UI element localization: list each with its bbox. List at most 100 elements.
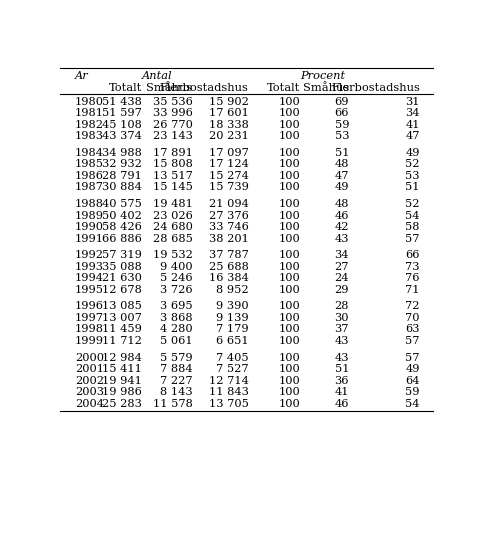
Text: 29: 29 xyxy=(334,285,348,295)
Text: 2001: 2001 xyxy=(75,364,104,374)
Text: 5 061: 5 061 xyxy=(159,336,192,346)
Text: 47: 47 xyxy=(405,131,419,142)
Text: 30: 30 xyxy=(334,313,348,323)
Text: 52: 52 xyxy=(405,199,419,209)
Text: 38 201: 38 201 xyxy=(208,234,248,244)
Text: 23 026: 23 026 xyxy=(152,211,192,220)
Text: 100: 100 xyxy=(278,273,300,283)
Text: 59: 59 xyxy=(405,387,419,397)
Text: 13 705: 13 705 xyxy=(208,399,248,409)
Text: Procent: Procent xyxy=(300,71,345,81)
Text: 100: 100 xyxy=(278,250,300,260)
Text: 51 597: 51 597 xyxy=(102,108,142,118)
Text: 28 791: 28 791 xyxy=(102,171,142,181)
Text: 100: 100 xyxy=(278,171,300,181)
Text: 15 739: 15 739 xyxy=(208,182,248,192)
Text: 17 891: 17 891 xyxy=(152,148,192,158)
Text: 32 932: 32 932 xyxy=(102,159,142,169)
Text: 3 726: 3 726 xyxy=(159,285,192,295)
Text: 26 770: 26 770 xyxy=(152,120,192,130)
Text: 9 390: 9 390 xyxy=(216,301,248,311)
Text: 43: 43 xyxy=(334,234,348,244)
Text: Totalt: Totalt xyxy=(108,83,142,93)
Text: 25 283: 25 283 xyxy=(102,399,142,409)
Text: 2000: 2000 xyxy=(75,353,104,362)
Text: 52: 52 xyxy=(405,159,419,169)
Text: 17 097: 17 097 xyxy=(208,148,248,158)
Text: 100: 100 xyxy=(278,159,300,169)
Text: 57: 57 xyxy=(405,336,419,346)
Text: 8 952: 8 952 xyxy=(216,285,248,295)
Text: 100: 100 xyxy=(278,234,300,244)
Text: 19 941: 19 941 xyxy=(102,376,142,385)
Text: 33 996: 33 996 xyxy=(152,108,192,118)
Text: 1984: 1984 xyxy=(75,148,104,158)
Text: 1999: 1999 xyxy=(75,336,104,346)
Text: 11 459: 11 459 xyxy=(102,324,142,334)
Text: 100: 100 xyxy=(278,182,300,192)
Text: 1997: 1997 xyxy=(75,313,104,323)
Text: 27: 27 xyxy=(334,262,348,272)
Text: 35 088: 35 088 xyxy=(102,262,142,272)
Text: 100: 100 xyxy=(278,399,300,409)
Text: 11 843: 11 843 xyxy=(208,387,248,397)
Text: 34: 34 xyxy=(334,250,348,260)
Text: 58 426: 58 426 xyxy=(102,222,142,232)
Text: 30 884: 30 884 xyxy=(102,182,142,192)
Text: 7 227: 7 227 xyxy=(159,376,192,385)
Text: 50 402: 50 402 xyxy=(102,211,142,220)
Text: 64: 64 xyxy=(405,376,419,385)
Text: 21 630: 21 630 xyxy=(102,273,142,283)
Text: 76: 76 xyxy=(405,273,419,283)
Text: 100: 100 xyxy=(278,336,300,346)
Text: 27 376: 27 376 xyxy=(208,211,248,220)
Text: 51: 51 xyxy=(334,364,348,374)
Text: 1986: 1986 xyxy=(75,171,104,181)
Text: 1982: 1982 xyxy=(75,120,104,130)
Text: 66: 66 xyxy=(405,250,419,260)
Text: 69: 69 xyxy=(334,96,348,107)
Text: 2003: 2003 xyxy=(75,387,104,397)
Text: 57 319: 57 319 xyxy=(102,250,142,260)
Text: 1992: 1992 xyxy=(75,250,104,260)
Text: 100: 100 xyxy=(278,120,300,130)
Text: 100: 100 xyxy=(278,148,300,158)
Text: 12 678: 12 678 xyxy=(102,285,142,295)
Text: 3 695: 3 695 xyxy=(159,301,192,311)
Text: 19 532: 19 532 xyxy=(152,250,192,260)
Text: 100: 100 xyxy=(278,353,300,362)
Text: Antal: Antal xyxy=(142,71,172,81)
Text: 66: 66 xyxy=(334,108,348,118)
Text: Totalt: Totalt xyxy=(267,83,300,93)
Text: 49: 49 xyxy=(405,148,419,158)
Text: 1988: 1988 xyxy=(75,199,104,209)
Text: 8 143: 8 143 xyxy=(159,387,192,397)
Text: 1980: 1980 xyxy=(75,96,104,107)
Text: 100: 100 xyxy=(278,96,300,107)
Text: Småhus: Småhus xyxy=(146,83,192,93)
Text: 1996: 1996 xyxy=(75,301,104,311)
Text: 100: 100 xyxy=(278,301,300,311)
Text: 1990: 1990 xyxy=(75,222,104,232)
Text: 15 902: 15 902 xyxy=(208,96,248,107)
Text: 48: 48 xyxy=(334,159,348,169)
Text: 34: 34 xyxy=(405,108,419,118)
Text: 20 231: 20 231 xyxy=(208,131,248,142)
Text: 100: 100 xyxy=(278,387,300,397)
Text: 13 007: 13 007 xyxy=(102,313,142,323)
Text: 54: 54 xyxy=(405,211,419,220)
Text: 7 884: 7 884 xyxy=(159,364,192,374)
Text: 11 712: 11 712 xyxy=(102,336,142,346)
Text: 1994: 1994 xyxy=(75,273,104,283)
Text: 73: 73 xyxy=(405,262,419,272)
Text: 35 536: 35 536 xyxy=(152,96,192,107)
Text: 1991: 1991 xyxy=(75,234,104,244)
Text: 51: 51 xyxy=(334,148,348,158)
Text: Flerbostadshus: Flerbostadshus xyxy=(330,83,419,93)
Text: 46: 46 xyxy=(334,211,348,220)
Text: 37 787: 37 787 xyxy=(208,250,248,260)
Text: 15 274: 15 274 xyxy=(208,171,248,181)
Text: 25 688: 25 688 xyxy=(208,262,248,272)
Text: 100: 100 xyxy=(278,211,300,220)
Text: 46: 46 xyxy=(334,399,348,409)
